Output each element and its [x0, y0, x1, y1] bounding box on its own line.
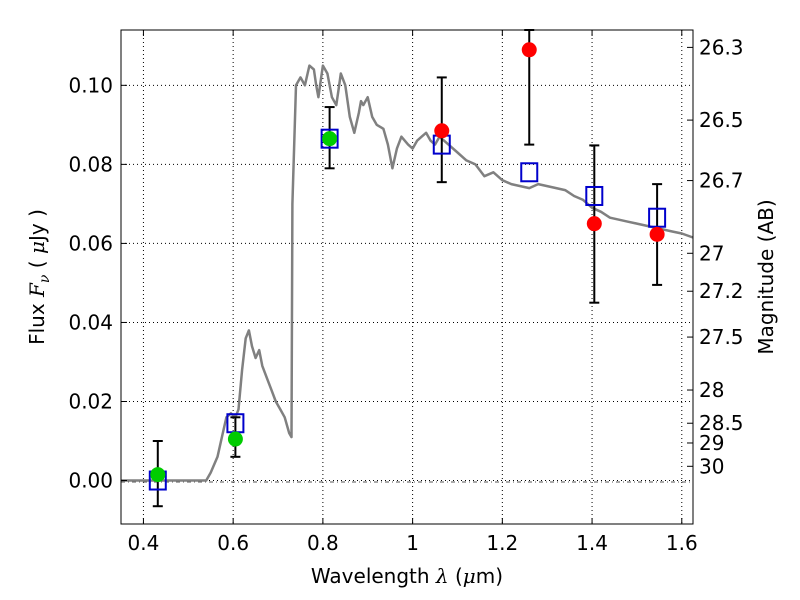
model-spectrum: [121, 66, 693, 481]
magnitude-tick-label: 27.5: [699, 325, 744, 349]
x-tick-label: 0.8: [307, 531, 339, 555]
y-tick-label: 0.02: [68, 389, 113, 413]
observed-point-red: [587, 216, 602, 231]
x-tick-label: 1: [406, 531, 419, 555]
magnitude-tick-label: 28: [699, 378, 724, 402]
model-spectrum-line: [121, 66, 693, 481]
magnitude-tick-label: 30: [699, 454, 724, 478]
observed-point-green: [228, 432, 243, 447]
x-tick-label: 1.4: [576, 531, 608, 555]
magnitude-tick-label: 26.7: [699, 169, 744, 193]
x-axis-label: Wavelength λ (μm): [311, 564, 503, 588]
magnitude-axis-label: Magnitude (AB): [754, 199, 778, 354]
observed-point-red: [650, 227, 665, 242]
magnitude-tick-label: 26.3: [699, 35, 744, 59]
x-tick-label: 0.4: [128, 531, 160, 555]
magnitude-tick-label: 26.5: [699, 108, 744, 132]
observed-point-red: [522, 42, 537, 57]
y-tick-label: 0.06: [68, 231, 113, 255]
observed-point-green: [150, 467, 165, 482]
y-tick-label: 0.04: [68, 310, 113, 334]
model-band-square: [521, 163, 537, 181]
x-tick-label: 1.6: [666, 531, 698, 555]
x-tick-label: 1.2: [486, 531, 518, 555]
y-axis: 0.00 0.02 0.04 0.06 0.08 0.10: [68, 73, 127, 492]
x-tick-label: 0.6: [217, 531, 249, 555]
y-tick-label: 0.00: [68, 469, 113, 493]
observed-point-red: [434, 123, 449, 138]
magnitude-tick-label: 27.2: [699, 279, 744, 303]
y-tick-label: 0.10: [68, 73, 113, 97]
magnitude-tick-label: 29: [699, 431, 724, 455]
y-axis-label: Flux Fν ( μJy ): [25, 209, 53, 345]
magnitude-tick-label: 27: [699, 241, 724, 265]
plot-frame: [121, 30, 693, 524]
observed-point-green: [322, 131, 337, 146]
x-axis: 0.4 0.6 0.8 1 1.2 1.4 1.6: [128, 30, 698, 555]
grid: [121, 30, 693, 524]
sed-chart: 0.4 0.6 0.8 1 1.2 1.4 1.6 0.00 0.02 0.04 0.06 0.08…: [0, 0, 800, 600]
data-marks: [150, 30, 665, 506]
y-tick-label: 0.08: [68, 152, 113, 176]
